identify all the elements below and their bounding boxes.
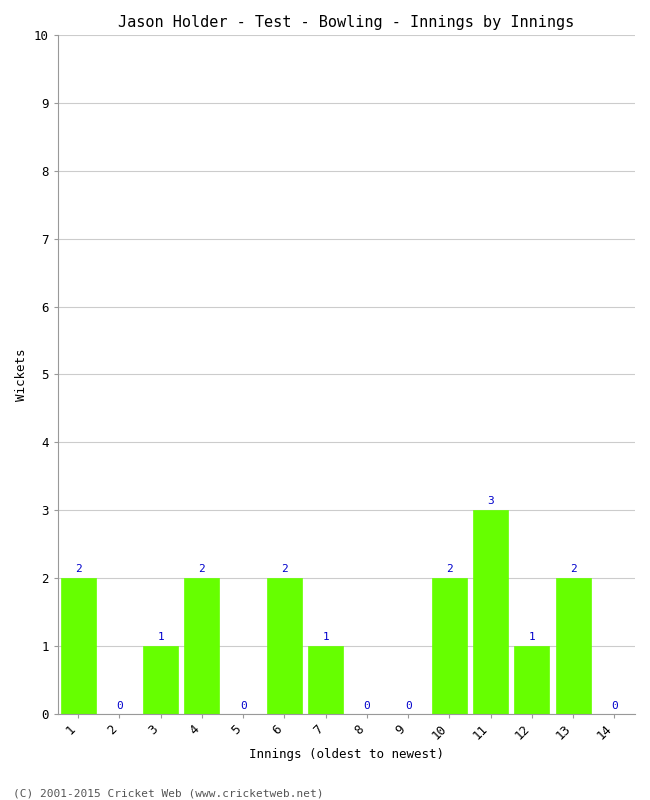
Y-axis label: Wickets: Wickets: [15, 348, 28, 401]
Text: 0: 0: [611, 701, 618, 711]
Text: 0: 0: [405, 701, 411, 711]
Text: 1: 1: [157, 632, 164, 642]
Bar: [267, 578, 302, 714]
Text: (C) 2001-2015 Cricket Web (www.cricketweb.net): (C) 2001-2015 Cricket Web (www.cricketwe…: [13, 788, 324, 798]
Bar: [143, 646, 178, 714]
Text: 2: 2: [570, 564, 577, 574]
Text: 2: 2: [281, 564, 288, 574]
Text: 3: 3: [488, 496, 494, 506]
Text: 1: 1: [322, 632, 329, 642]
Text: 2: 2: [446, 564, 453, 574]
Text: 2: 2: [198, 564, 205, 574]
Bar: [556, 578, 591, 714]
Bar: [432, 578, 467, 714]
Bar: [514, 646, 549, 714]
Title: Jason Holder - Test - Bowling - Innings by Innings: Jason Holder - Test - Bowling - Innings …: [118, 15, 575, 30]
Bar: [60, 578, 96, 714]
Text: 0: 0: [116, 701, 123, 711]
Bar: [185, 578, 220, 714]
Text: 1: 1: [528, 632, 535, 642]
X-axis label: Innings (oldest to newest): Innings (oldest to newest): [249, 748, 444, 761]
Text: 0: 0: [363, 701, 370, 711]
Bar: [308, 646, 343, 714]
Text: 2: 2: [75, 564, 82, 574]
Bar: [473, 510, 508, 714]
Text: 0: 0: [240, 701, 246, 711]
